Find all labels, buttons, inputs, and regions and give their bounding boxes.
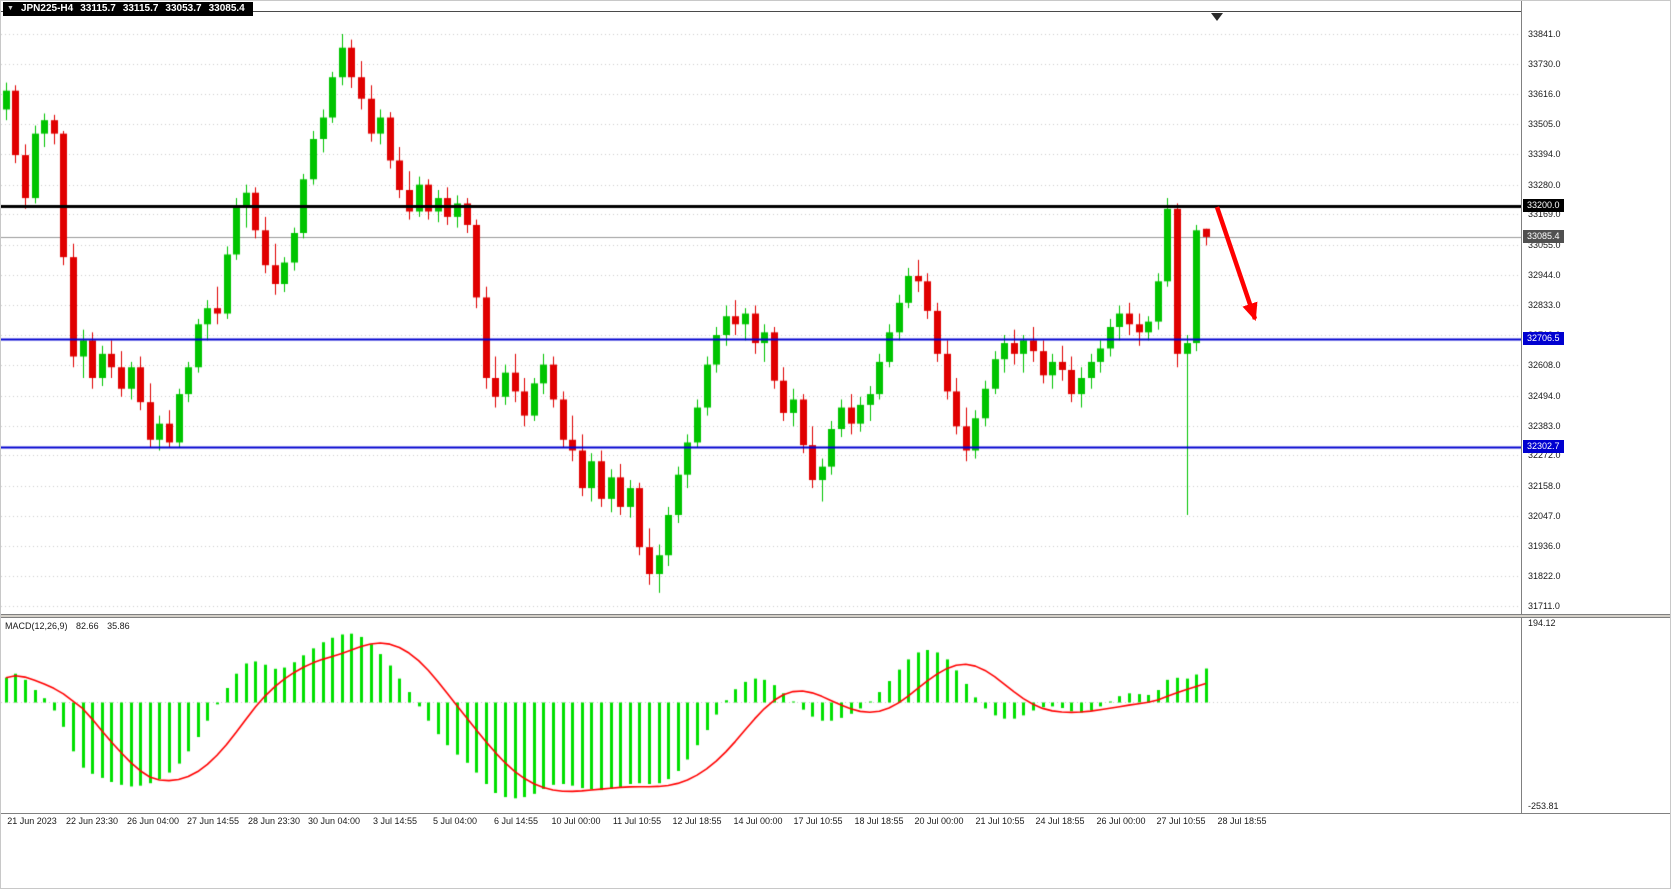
chart-top-border [1, 11, 1670, 12]
time-axis-label: 26 Jun 04:00 [126, 816, 180, 826]
price-tick-label: 33841.0 [1528, 29, 1561, 39]
price-tick-label: 33169.0 [1528, 209, 1561, 219]
time-axis-label: 14 Jul 00:00 [733, 816, 783, 826]
price-tick-label: 32272.0 [1528, 450, 1561, 460]
price-tick-label: 33505.0 [1528, 119, 1561, 129]
time-axis-label: 6 Jul 14:55 [493, 816, 539, 826]
time-axis-label: 11 Jul 10:55 [612, 816, 662, 826]
time-axis-label: 26 Jul 00:00 [1096, 816, 1146, 826]
hline-price-label[interactable]: 33200.0 [1523, 199, 1564, 212]
price-tick-label: 33394.0 [1528, 149, 1561, 159]
price-tick-label: 31822.0 [1528, 571, 1561, 581]
time-axis-label: 10 Jul 00:00 [551, 816, 601, 826]
price-tick-label: 33280.0 [1528, 180, 1561, 190]
price-tick-label: 32383.0 [1528, 421, 1561, 431]
price-tick-label: 31711.0 [1528, 601, 1560, 611]
time-axis-label: 12 Jul 18:55 [672, 816, 722, 826]
chevron-down-icon[interactable]: ▼ [7, 5, 14, 12]
macd-value: 82.66 [76, 621, 99, 631]
chart-shift-marker-icon[interactable] [1211, 13, 1223, 21]
macd-scale-min-label: -253.81 [1528, 801, 1559, 811]
ohlc-low: 33053.7 [165, 3, 202, 14]
price-pane-canvas[interactable] [1, 1, 1521, 614]
time-axis-label: 30 Jun 04:00 [307, 816, 361, 826]
price-tick-label: 31936.0 [1528, 541, 1561, 551]
time-axis-label: 18 Jul 18:55 [854, 816, 904, 826]
macd-pane-canvas[interactable] [1, 618, 1521, 813]
price-scale[interactable]: 33841.0 33730.0 33616.0 33505.0 33394.0 33280… [1521, 1, 1670, 813]
time-axis-label: 21 Jun 2023 [7, 816, 57, 826]
time-axis[interactable]: 21 Jun 2023 22 Jun 23:30 26 Jun 04:00 27 Ju… [1, 815, 1521, 833]
current-price-label: 33085.4 [1523, 230, 1564, 243]
ohlc-close: 33085.4 [208, 3, 245, 14]
symbol-label: JPN225-H4 [20, 3, 74, 14]
time-axis-label: 17 Jul 10:55 [793, 816, 843, 826]
price-tick-label: 33730.0 [1528, 59, 1561, 69]
price-tick-label: 33616.0 [1528, 89, 1561, 99]
price-tick-label: 33055.0 [1528, 240, 1561, 250]
time-axis-label: 28 Jul 18:55 [1217, 816, 1267, 826]
time-axis-separator [1, 813, 1670, 814]
time-axis-label: 28 Jun 23:30 [247, 816, 301, 826]
hline-price-label[interactable]: 32706.5 [1523, 332, 1564, 345]
ohlc-open: 33115.7 [80, 3, 116, 14]
macd-name: MACD(12,26,9) [5, 621, 68, 631]
ohlc-high: 33115.7 [122, 3, 159, 14]
price-tick-label: 32833.0 [1528, 300, 1561, 310]
price-tick-label: 32047.0 [1528, 511, 1561, 521]
time-axis-label: 27 Jun 14:55 [186, 816, 240, 826]
macd-signal-value: 35.86 [107, 621, 130, 631]
price-tick-label: 32944.0 [1528, 270, 1561, 280]
time-axis-label: 3 Jul 14:55 [372, 816, 418, 826]
price-tick-label: 32494.0 [1528, 391, 1561, 401]
time-axis-label: 21 Jul 10:55 [975, 816, 1025, 826]
time-axis-label: 5 Jul 04:00 [432, 816, 478, 826]
symbol-title-chip[interactable]: ▼ JPN225-H4 33115.7 33115.7 33053.7 3308… [3, 2, 253, 16]
time-axis-label: 20 Jul 00:00 [914, 816, 964, 826]
pane-separator[interactable] [1, 614, 1670, 618]
price-tick-label: 32158.0 [1528, 481, 1561, 491]
time-axis-label: 22 Jun 23:30 [65, 816, 119, 826]
time-axis-label: 27 Jul 10:55 [1156, 816, 1206, 826]
hline-price-label[interactable]: 32302.7 [1523, 440, 1564, 453]
macd-indicator-label: MACD(12,26,9) 82.66 35.86 [5, 621, 136, 631]
price-tick-label: 32608.0 [1528, 360, 1561, 370]
macd-scale-max-label: 194.12 [1528, 618, 1556, 628]
time-axis-label: 24 Jul 18:55 [1035, 816, 1085, 826]
